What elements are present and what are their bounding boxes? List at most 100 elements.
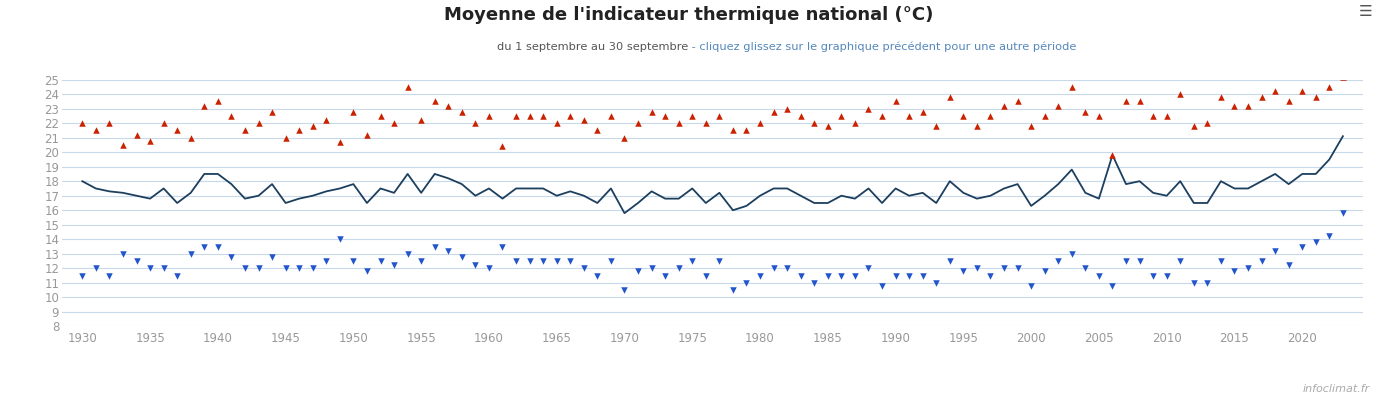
Point: [1278, 98, 1300, 105]
Point: [383, 262, 405, 269]
Point: [640, 265, 662, 271]
Point: [492, 143, 514, 150]
Point: [614, 135, 636, 141]
Point: [505, 113, 527, 119]
Point: [139, 265, 161, 271]
Point: [777, 105, 799, 112]
Point: [85, 127, 107, 134]
Text: ☰: ☰: [1359, 4, 1373, 19]
Point: [1115, 98, 1137, 105]
Point: [438, 103, 460, 109]
Point: [410, 117, 432, 123]
Point: [329, 236, 351, 242]
Point: [695, 120, 717, 126]
Point: [965, 123, 987, 129]
Point: [1169, 91, 1191, 97]
Point: [1210, 258, 1232, 264]
Text: infoclimat.fr: infoclimat.fr: [1303, 384, 1370, 394]
Point: [532, 258, 554, 264]
Point: [979, 113, 1001, 119]
Point: [288, 265, 310, 271]
Point: [708, 113, 730, 119]
Point: [1318, 233, 1340, 240]
Point: [817, 123, 839, 129]
Point: [369, 258, 391, 264]
Point: [220, 113, 242, 119]
Point: [492, 243, 514, 250]
Point: [315, 117, 337, 123]
Point: [559, 258, 581, 264]
Point: [1129, 258, 1151, 264]
Text: du 1 septembre au 30 septembre: du 1 septembre au 30 septembre: [497, 42, 688, 52]
Point: [898, 272, 920, 279]
Point: [1007, 265, 1029, 271]
Point: [735, 127, 757, 134]
Point: [1292, 88, 1314, 94]
Point: [464, 262, 486, 269]
Point: [1088, 113, 1110, 119]
Point: [112, 142, 134, 148]
Point: [125, 132, 147, 138]
Point: [1048, 258, 1070, 264]
Point: [180, 135, 202, 141]
Point: [424, 243, 446, 250]
Point: [315, 258, 337, 264]
Point: [993, 265, 1015, 271]
Point: [695, 272, 717, 279]
Point: [1223, 268, 1245, 274]
Point: [369, 113, 391, 119]
Point: [925, 280, 947, 286]
Point: [777, 265, 799, 271]
Point: [640, 108, 662, 115]
Point: [180, 251, 202, 257]
Point: [464, 120, 486, 126]
Point: [858, 265, 880, 271]
Point: [383, 120, 405, 126]
Point: [884, 98, 906, 105]
Point: [1060, 251, 1082, 257]
Point: [939, 258, 961, 264]
Point: [207, 98, 229, 105]
Point: [288, 127, 310, 134]
Point: [749, 272, 771, 279]
Point: [1060, 84, 1082, 90]
Point: [1129, 98, 1151, 105]
Point: [912, 108, 934, 115]
Point: [803, 120, 825, 126]
Point: [248, 120, 270, 126]
Point: [532, 113, 554, 119]
Point: [262, 254, 284, 260]
Point: [763, 265, 785, 271]
Point: [993, 103, 1015, 109]
Point: [789, 113, 811, 119]
Point: [438, 248, 460, 254]
Point: [545, 120, 567, 126]
Point: [1142, 272, 1164, 279]
Point: [817, 272, 839, 279]
Point: [1210, 94, 1232, 100]
Point: [1250, 94, 1272, 100]
Point: [397, 251, 419, 257]
Point: [1318, 84, 1340, 90]
Point: [898, 113, 920, 119]
Point: [98, 272, 120, 279]
Point: [207, 243, 229, 250]
Point: [682, 258, 704, 264]
Point: [302, 265, 324, 271]
Point: [844, 272, 866, 279]
Text: - cliquez glissez sur le graphique précédent pour une autre période: - cliquez glissez sur le graphique précé…: [688, 42, 1077, 52]
Point: [1074, 108, 1096, 115]
Point: [844, 120, 866, 126]
Point: [722, 287, 744, 293]
Point: [1264, 88, 1286, 94]
Point: [329, 139, 351, 145]
Point: [668, 265, 690, 271]
Point: [1197, 280, 1219, 286]
Point: [722, 127, 744, 134]
Point: [1074, 265, 1096, 271]
Point: [763, 108, 785, 115]
Point: [72, 120, 94, 126]
Point: [248, 265, 270, 271]
Point: [98, 120, 120, 126]
Point: [1332, 210, 1354, 217]
